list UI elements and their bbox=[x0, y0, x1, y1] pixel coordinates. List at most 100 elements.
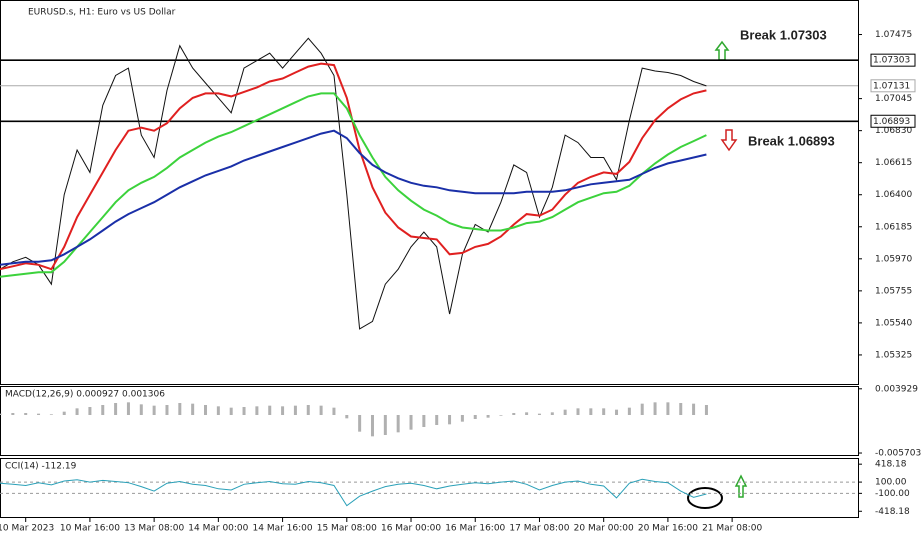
histogram-bar bbox=[704, 405, 708, 415]
histogram-bar bbox=[255, 406, 259, 415]
histogram-bar bbox=[24, 413, 28, 415]
histogram-bar bbox=[525, 412, 529, 415]
annotation: Break 1.06893 bbox=[748, 133, 835, 148]
histogram-bar bbox=[615, 409, 619, 415]
histogram-bar bbox=[602, 408, 606, 415]
y-tick-label: 1.05325 bbox=[875, 350, 912, 360]
x-tick-label: 14 Mar 00:00 bbox=[188, 524, 248, 534]
y-tick-label: 1.06615 bbox=[875, 158, 912, 168]
x-tick-label: 16 Mar 00:00 bbox=[381, 524, 441, 534]
histogram-bar bbox=[666, 402, 670, 415]
series-line bbox=[0, 478, 707, 507]
y-tick-label: 1.05540 bbox=[875, 318, 912, 328]
histogram-bar bbox=[268, 405, 272, 415]
histogram-bar bbox=[370, 415, 374, 437]
y-tick-label: 1.06400 bbox=[875, 190, 912, 200]
y-tick-label: 100.00 bbox=[875, 478, 907, 488]
y-tick-label: 1.05970 bbox=[875, 254, 912, 264]
histogram-bar bbox=[139, 404, 143, 415]
histogram-bar bbox=[499, 415, 503, 416]
y-tick-label: -0.005703 bbox=[875, 449, 921, 459]
histogram-bar bbox=[692, 403, 696, 415]
histogram-bar bbox=[589, 408, 593, 415]
histogram-bar bbox=[473, 415, 477, 419]
x-tick-label: 17 Mar 08:00 bbox=[509, 524, 569, 534]
macd-title: MACD(12,26,9) 0.000927 0.001306 bbox=[5, 390, 165, 400]
cci-title: CCI(14) -112.19 bbox=[5, 462, 77, 472]
x-tick-label: 20 Mar 16:00 bbox=[638, 524, 698, 534]
x-tick-label: 13 Mar 08:00 bbox=[124, 524, 184, 534]
price-box bbox=[870, 53, 916, 67]
y-tick-label: 1.07045 bbox=[875, 94, 912, 104]
series-line bbox=[0, 92, 707, 278]
price-box bbox=[870, 79, 916, 93]
histogram-bar bbox=[191, 403, 195, 415]
annotation: Break 1.07303 bbox=[740, 27, 827, 42]
y-tick-label: 1.07475 bbox=[875, 30, 912, 40]
x-tick-label: 15 Mar 08:00 bbox=[317, 524, 377, 534]
x-tick-label: 10 Mar 2023 bbox=[0, 524, 54, 534]
histogram-bar bbox=[114, 403, 118, 415]
histogram-bar bbox=[396, 415, 400, 433]
y-tick-label: 1.06185 bbox=[875, 222, 912, 232]
histogram-bar bbox=[550, 412, 554, 415]
histogram-bar bbox=[37, 413, 41, 415]
histogram-bar bbox=[627, 407, 631, 415]
histogram-bar bbox=[229, 407, 233, 415]
histogram-bar bbox=[49, 414, 53, 415]
chart-title: EURUSD.s, H1: Euro vs US Dollar bbox=[28, 8, 176, 18]
histogram-bar bbox=[332, 407, 336, 415]
y-tick-label: 0.003929 bbox=[875, 384, 918, 394]
histogram-bar bbox=[126, 402, 130, 415]
histogram-bar bbox=[679, 403, 683, 415]
histogram-bar bbox=[435, 415, 439, 425]
series-line bbox=[0, 37, 707, 330]
histogram-bar bbox=[75, 408, 79, 415]
down-arrow bbox=[720, 129, 738, 152]
x-tick-label: 14 Mar 16:00 bbox=[253, 524, 313, 534]
x-tick-label: 16 Mar 16:00 bbox=[445, 524, 505, 534]
x-tick-label: 10 Mar 16:00 bbox=[60, 524, 120, 534]
macd-panel bbox=[0, 386, 859, 456]
y-tick-label: 1.06830 bbox=[875, 126, 912, 136]
histogram-bar bbox=[204, 405, 208, 415]
main-panel bbox=[0, 0, 859, 385]
histogram-bar bbox=[281, 406, 285, 415]
histogram-bar bbox=[101, 405, 105, 415]
histogram-bar bbox=[448, 415, 452, 425]
histogram-bar bbox=[11, 413, 15, 415]
histogram-bar bbox=[319, 405, 323, 415]
histogram-bar bbox=[178, 403, 182, 415]
x-tick-label: 20 Mar 00:00 bbox=[574, 524, 634, 534]
histogram-bar bbox=[512, 413, 516, 415]
histogram-bar bbox=[242, 407, 246, 415]
cci-panel bbox=[0, 458, 859, 518]
histogram-bar bbox=[165, 405, 169, 415]
histogram-bar bbox=[486, 415, 490, 418]
y-tick-label: -100.00 bbox=[875, 489, 910, 499]
y-tick-label: 1.05755 bbox=[875, 286, 912, 296]
histogram-bar bbox=[62, 411, 66, 415]
histogram-bar bbox=[460, 415, 464, 422]
up-arrow bbox=[734, 474, 748, 498]
price-box bbox=[870, 114, 916, 128]
histogram-bar bbox=[409, 415, 413, 430]
histogram-bar bbox=[640, 403, 644, 415]
histogram-bar bbox=[152, 405, 156, 415]
histogram-bar bbox=[0, 413, 2, 415]
series-line bbox=[0, 129, 707, 266]
histogram-bar bbox=[293, 405, 297, 415]
histogram-bar bbox=[88, 407, 92, 415]
histogram-bar bbox=[537, 413, 541, 415]
y-tick-label: 418.18 bbox=[875, 460, 907, 470]
price-label: 1.07131 bbox=[873, 81, 910, 91]
price-label: 1.07303 bbox=[873, 56, 910, 66]
histogram-bar bbox=[422, 415, 426, 427]
histogram-bar bbox=[576, 408, 580, 415]
y-tick-label: -418.18 bbox=[875, 507, 910, 517]
price-label: 1.06893 bbox=[873, 117, 910, 127]
highlight-ellipse bbox=[687, 487, 723, 509]
histogram-bar bbox=[563, 409, 567, 415]
histogram-bar bbox=[383, 415, 387, 435]
